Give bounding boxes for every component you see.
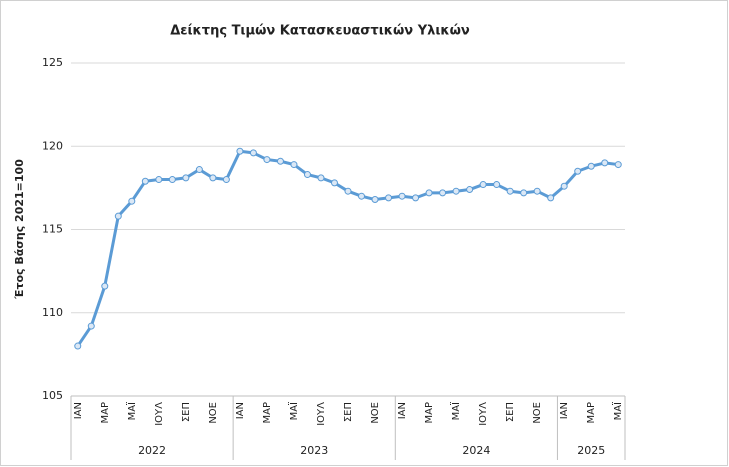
x-tick-label: ΣΕΠ (505, 402, 516, 422)
data-point (574, 167, 582, 175)
x-tick-label: ΝΟΕ (532, 402, 543, 424)
data-point (371, 196, 379, 204)
data-point (398, 192, 406, 200)
data-point (128, 197, 136, 205)
data-point (330, 179, 338, 187)
group-label: 2022 (138, 444, 166, 457)
data-point (141, 177, 149, 185)
y-tick-label: 110 (42, 306, 63, 319)
group-label: 2024 (462, 444, 490, 457)
data-point (290, 161, 298, 169)
data-point (452, 187, 460, 195)
data-point (168, 176, 176, 184)
data-point (385, 194, 393, 202)
data-point (101, 282, 109, 290)
data-point (317, 174, 325, 182)
data-point (236, 147, 244, 155)
y-tick-label: 120 (42, 139, 63, 152)
x-tick-label: ΣΕΠ (181, 402, 192, 422)
data-point (87, 322, 95, 330)
x-tick-label: ΜΑΪ (125, 402, 138, 420)
y-tick-label: 125 (42, 56, 63, 69)
data-point (425, 189, 433, 197)
data-point (114, 212, 122, 220)
data-point (466, 186, 474, 194)
x-tick-label: ΙΟΥΛ (316, 402, 327, 426)
x-tick-label: ΜΑΡ (586, 402, 597, 424)
x-tick-label: ΜΑΪ (449, 402, 462, 420)
x-tick-label: ΣΕΠ (343, 402, 354, 422)
data-point (195, 166, 203, 174)
y-tick-label: 105 (42, 389, 63, 402)
data-point (412, 194, 420, 202)
y-axis-label: Έτος Βάσης 2021=100 (13, 159, 26, 300)
data-point (520, 189, 528, 197)
x-tick-label: ΙΑΝ (559, 402, 570, 419)
x-tick-label: ΜΑΡ (100, 402, 111, 424)
data-point (155, 176, 163, 184)
y-tick-label: 115 (42, 223, 63, 236)
data-point (479, 181, 487, 189)
x-tick-label: ΜΑΪ (287, 402, 300, 420)
data-point (506, 187, 514, 195)
chart-title: Δείκτης Τιμών Κατασκευαστικών Υλικών (170, 24, 470, 39)
x-tick-label: ΝΟΕ (208, 402, 219, 424)
data-point (493, 181, 501, 189)
data-point (263, 156, 271, 164)
data-point (358, 192, 366, 200)
data-point (587, 162, 595, 170)
x-tick-label: ΜΑΡ (424, 402, 435, 424)
x-tick-label: ΜΑΪ (611, 402, 624, 420)
x-tick-label: ΙΑΝ (397, 402, 408, 419)
data-point (560, 182, 568, 190)
x-tick-label: ΙΟΥΛ (478, 402, 489, 426)
data-point (547, 194, 555, 202)
data-point (249, 149, 257, 157)
group-label: 2023 (300, 444, 328, 457)
data-point (182, 174, 190, 182)
data-point (344, 187, 352, 195)
data-point (276, 157, 284, 165)
data-point (303, 171, 311, 179)
x-tick-label: ΜΑΡ (262, 402, 273, 424)
data-point (601, 159, 609, 167)
data-point (74, 342, 82, 350)
data-point (533, 187, 541, 195)
x-tick-label: ΝΟΕ (370, 402, 381, 424)
group-label: 2025 (577, 444, 605, 457)
data-point (439, 189, 447, 197)
x-tick-label: ΙΑΝ (235, 402, 246, 419)
data-point (209, 174, 217, 182)
data-point (614, 161, 622, 169)
data-point (222, 176, 230, 184)
x-tick-label: ΙΑΝ (73, 402, 84, 419)
x-tick-label: ΙΟΥΛ (154, 402, 165, 426)
